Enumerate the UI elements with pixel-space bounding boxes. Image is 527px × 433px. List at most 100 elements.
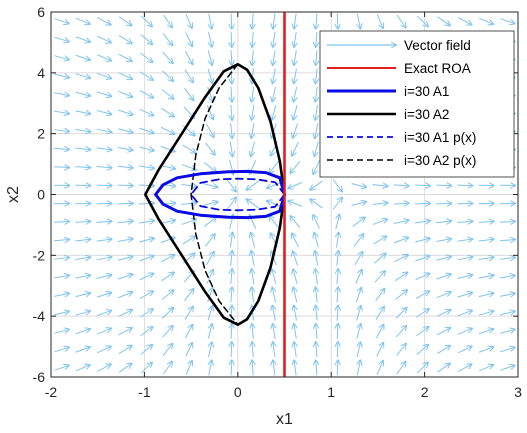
vector-field-arrow (231, 86, 232, 102)
vector-field-arrow (394, 272, 407, 282)
vector-field-arrow (478, 311, 493, 316)
vector-field-arrow (316, 50, 317, 65)
vector-field-arrow (273, 342, 275, 358)
vector-field-arrow (118, 109, 132, 115)
vector-field-arrow (374, 271, 385, 283)
vector-field-arrow (273, 360, 275, 376)
vector-field-arrow (185, 361, 192, 375)
vector-field-arrow (139, 291, 153, 299)
vector-field-arrow (252, 104, 254, 120)
vector-field-arrow (54, 93, 69, 96)
x-tick-label: 3 (514, 384, 522, 400)
vector-field-arrow (209, 13, 212, 29)
vector-field-arrow (75, 365, 90, 372)
vector-field-arrow (252, 86, 254, 102)
legend: Vector field Exact ROA i=30 A1 i=30 A2 i=30 … (319, 30, 515, 178)
vector-field-arrow (457, 221, 472, 222)
x-tick-label: -1 (138, 384, 151, 400)
vector-field-arrow (117, 257, 133, 261)
vector-field-arrow (75, 111, 90, 114)
vector-field-arrow (458, 364, 471, 372)
vector-field-arrow (206, 270, 213, 284)
vector-field-arrow (207, 68, 212, 83)
vector-field-arrow (357, 13, 360, 29)
vector-field-arrow (372, 184, 388, 186)
vector-field-arrow (163, 14, 172, 27)
vector-field-arrow (54, 111, 69, 113)
vector-field-arrow (355, 288, 361, 303)
vector-field-arrow (160, 126, 174, 134)
vector-field-arrow (313, 160, 320, 174)
vector-field-arrow (252, 68, 254, 83)
vector-field-arrow (161, 107, 174, 116)
vector-field-arrow (336, 215, 340, 230)
vector-field-arrow (436, 221, 451, 223)
vector-field-arrow (293, 288, 296, 303)
legend-label: Exact ROA (404, 61, 471, 76)
vector-field-arrow (478, 347, 493, 353)
vector-field-arrow (436, 185, 451, 186)
vector-field-arrow (117, 203, 133, 204)
vector-field-arrow (117, 148, 133, 151)
vector-field-arrow (414, 221, 430, 223)
vector-field-arrow (205, 142, 215, 155)
vector-field-arrow (118, 53, 132, 61)
vector-field-arrow (184, 69, 193, 83)
vector-field-arrow (231, 324, 232, 339)
vector-field-arrow (294, 31, 296, 47)
vector-field-arrow (478, 275, 494, 278)
vector-field-arrow (96, 239, 112, 241)
vector-field-arrow (376, 14, 383, 28)
vector-field-arrow (293, 86, 296, 102)
vector-field-arrow (273, 13, 275, 29)
vector-field-arrow (231, 123, 233, 138)
vector-field-arrow (96, 293, 111, 298)
vector-field-arrow (267, 201, 282, 207)
vector-field-arrow (337, 360, 338, 376)
vector-field-arrow (315, 269, 317, 285)
legend-label: i=30 A2 (404, 107, 449, 122)
vector-field-arrow (436, 292, 451, 299)
vector-field-arrow (252, 50, 253, 65)
vector-field-arrow (436, 274, 451, 280)
vector-field-arrow (139, 256, 153, 262)
vector-field-arrow (393, 185, 409, 186)
vector-field-arrow (139, 90, 153, 97)
vector-field-arrow (182, 236, 196, 245)
vector-field-arrow (332, 179, 342, 191)
legend-label: i=30 A1 p(x) (404, 130, 476, 145)
vector-field-arrow (231, 50, 232, 65)
vector-field-arrow (207, 324, 212, 339)
vector-field-arrow (316, 13, 317, 29)
series-i-30-a1 (154, 169, 286, 220)
vector-field-arrow (415, 256, 429, 262)
vector-field-arrow (207, 50, 212, 65)
vector-field-arrow (54, 329, 68, 334)
vector-field-arrow (499, 275, 515, 277)
vector-field-arrow (372, 219, 387, 225)
vector-field-arrow (161, 272, 174, 282)
vector-field-arrow (252, 31, 253, 47)
vector-field-arrow (118, 346, 132, 355)
y-tick-label: 6 (37, 4, 45, 20)
vector-field-arrow (292, 233, 299, 248)
x-tick-label: -2 (45, 384, 58, 400)
vector-field-arrow (293, 269, 298, 284)
vector-field-arrow (162, 70, 173, 81)
vector-field-arrow (75, 329, 90, 335)
vector-field-arrow (117, 185, 133, 186)
vector-field-arrow (117, 166, 133, 168)
vector-field-arrow (140, 34, 152, 44)
vector-field-arrow (376, 325, 383, 339)
vector-field-arrow (458, 17, 471, 25)
vector-field-arrow (54, 293, 69, 296)
vector-field-arrow (54, 130, 69, 132)
vector-field-arrow (161, 88, 174, 99)
vector-field-arrow (436, 310, 451, 317)
vector-field-arrow (479, 365, 493, 372)
vector-field-arrow (478, 239, 494, 241)
vector-field-arrow (436, 239, 451, 242)
vector-field-arrow (139, 146, 154, 151)
vector-field-arrow (354, 252, 362, 266)
vector-field-arrow (206, 252, 214, 266)
